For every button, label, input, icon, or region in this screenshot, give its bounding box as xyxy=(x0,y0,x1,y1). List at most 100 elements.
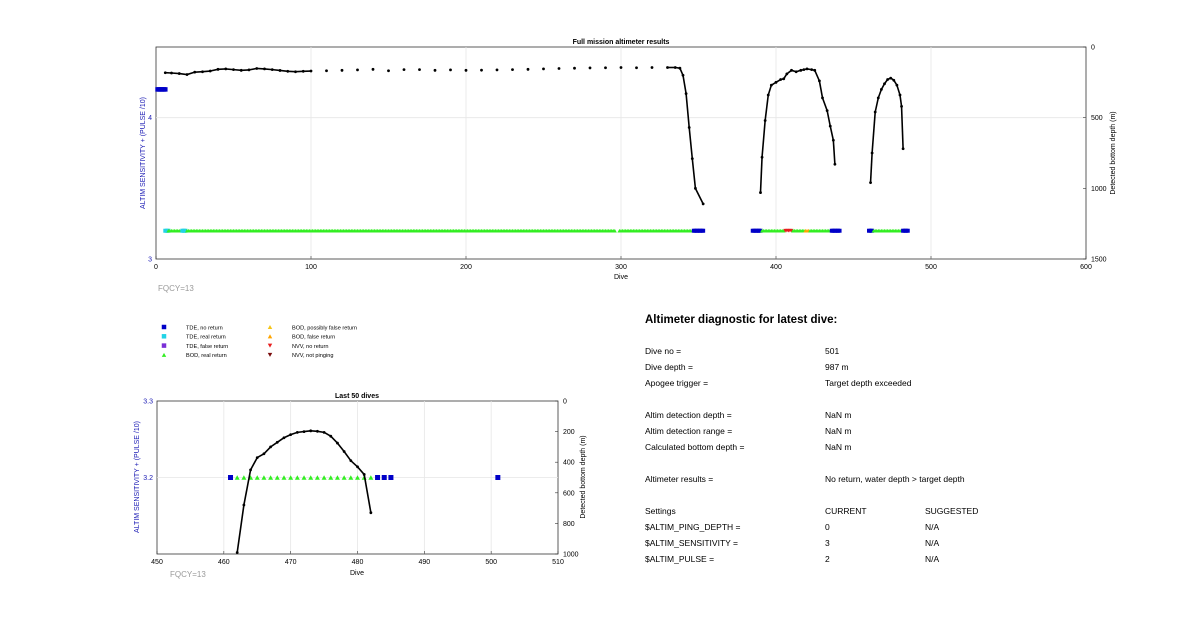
depth-point xyxy=(255,456,259,460)
depth-point xyxy=(870,151,874,155)
depth-point xyxy=(170,71,173,75)
diagnostic-panel: Altimeter diagnostic for latest dive: Di… xyxy=(645,314,1185,570)
top-grid xyxy=(156,47,1086,259)
depth-line-segment xyxy=(691,158,697,189)
last-50-panel: 450 460 470 480 490 500 510 3.2 3.3 0 200 400 600 800… xyxy=(134,393,587,579)
setting-row: $ALTIM_PING_DEPTH = 0 N/A xyxy=(645,522,1185,538)
calc-bottom-label: Calculated bottom depth = xyxy=(645,442,745,452)
depth-line-segment xyxy=(899,94,903,107)
depth-point xyxy=(224,67,228,71)
y-right-tick-label: 0 xyxy=(1091,45,1095,52)
x-tick-label: 470 xyxy=(285,559,297,566)
altim-det-range-row: Altim detection range = NaN m xyxy=(645,426,1185,442)
classification-marker xyxy=(837,228,842,233)
bottom-left-axis-label: ALTIM SENSITIVITY + (PULSE /10) xyxy=(134,421,141,533)
setting-name: $ALTIM_PING_DEPTH = xyxy=(645,522,741,532)
depth-point xyxy=(294,70,297,74)
classification-marker xyxy=(789,228,794,233)
depth-point xyxy=(813,68,817,72)
depth-line-segment xyxy=(330,435,339,444)
depth-point xyxy=(163,71,167,75)
depth-point xyxy=(892,78,896,82)
depth-point xyxy=(201,70,204,74)
depth-point xyxy=(242,503,246,507)
legend-marker xyxy=(267,324,273,330)
top-fqcy-label: FQCY=13 xyxy=(158,284,194,293)
results-value: No return, water depth > target depth xyxy=(825,474,965,484)
x-tick-label: 490 xyxy=(418,559,430,566)
depth-point xyxy=(402,68,406,72)
depth-point xyxy=(301,69,305,73)
depth-point xyxy=(895,83,899,87)
depth-point xyxy=(356,465,359,469)
classification-marker xyxy=(758,228,763,233)
top-x-axis-label: Dive xyxy=(614,274,628,281)
depth-point xyxy=(387,69,390,73)
y-right-tick-label: 800 xyxy=(563,521,575,528)
depth-line-segment xyxy=(821,97,828,111)
depth-line-segment xyxy=(896,84,901,96)
y-right-tick-label: 600 xyxy=(563,490,575,497)
legend-marker xyxy=(267,334,273,339)
bottom-fqcy-label: FQCY=13 xyxy=(170,570,206,579)
legend-label: BOD, false return xyxy=(292,335,335,341)
depth-point xyxy=(701,202,705,206)
diagnostic-title: Altimeter diagnostic for latest dive: xyxy=(645,314,838,326)
depth-line-segment xyxy=(350,460,359,468)
depth-line-segment xyxy=(356,466,365,475)
bottom-x-axis-label: Dive xyxy=(350,570,364,577)
classification-marker xyxy=(355,475,360,480)
depth-point xyxy=(900,104,903,108)
classification-marker xyxy=(375,475,381,480)
x-tick-label: 510 xyxy=(552,559,564,566)
settings-header-row: Settings CURRENT SUGGESTED xyxy=(645,506,1185,522)
depth-point xyxy=(449,68,452,72)
y-right-tick-label: 400 xyxy=(563,460,575,467)
classification-marker xyxy=(781,228,786,233)
depth-point xyxy=(785,72,789,76)
depth-line-segment xyxy=(685,93,690,128)
depth-line-segment xyxy=(761,120,766,158)
dive-no-value: 501 xyxy=(825,346,840,356)
depth-point xyxy=(289,433,293,437)
apogee-row: Apogee trigger = Target depth exceeded xyxy=(645,378,1185,394)
y-right-tick-label: 200 xyxy=(563,429,575,436)
bottom-marks xyxy=(228,429,501,554)
y-left-tick-label: 3.2 xyxy=(143,475,153,482)
legend-marker xyxy=(267,343,273,348)
y-right-tick-label: 0 xyxy=(563,399,567,406)
y-left-tick-label: 3.3 xyxy=(143,399,153,406)
classification-marker xyxy=(261,475,267,480)
legend-label: BOD, possibly false return xyxy=(292,325,357,331)
top-ticks: 0 100 200 300 400 500 600 3 4 0 500 1000 1500 xyxy=(148,45,1107,272)
legend-label: TDE, no return xyxy=(186,325,223,331)
x-tick-label: 300 xyxy=(615,264,627,271)
legend-marker xyxy=(161,352,167,357)
depth-line-segment xyxy=(814,69,821,82)
depth-point xyxy=(886,78,889,81)
depth-point xyxy=(263,67,266,71)
legend-label: TDE, real return xyxy=(186,335,226,341)
depth-point xyxy=(831,138,835,142)
classification-marker xyxy=(288,475,294,480)
x-tick-label: 460 xyxy=(218,559,230,566)
depth-point xyxy=(573,66,576,70)
depth-point xyxy=(235,551,239,554)
classification-marker xyxy=(368,475,374,480)
apogee-value: Target depth exceeded xyxy=(825,378,912,388)
classification-marker xyxy=(334,475,340,480)
depth-point xyxy=(177,72,181,75)
depth-point xyxy=(369,511,373,515)
current-header: CURRENT xyxy=(825,506,867,516)
x-tick-label: 500 xyxy=(485,559,497,566)
depth-point xyxy=(901,147,905,151)
depth-point xyxy=(794,70,798,74)
bottom-ticks: 450 460 470 480 490 500 510 3.2 3.3 0 200 400 600 800… xyxy=(143,399,578,567)
classification-marker xyxy=(281,475,287,480)
depth-point xyxy=(687,126,691,129)
depth-line-segment xyxy=(900,106,904,149)
altim-det-depth-row: Altim detection depth = NaN m xyxy=(645,410,1185,426)
classification-marker xyxy=(308,475,314,480)
y-right-tick-label: 1000 xyxy=(563,552,579,559)
